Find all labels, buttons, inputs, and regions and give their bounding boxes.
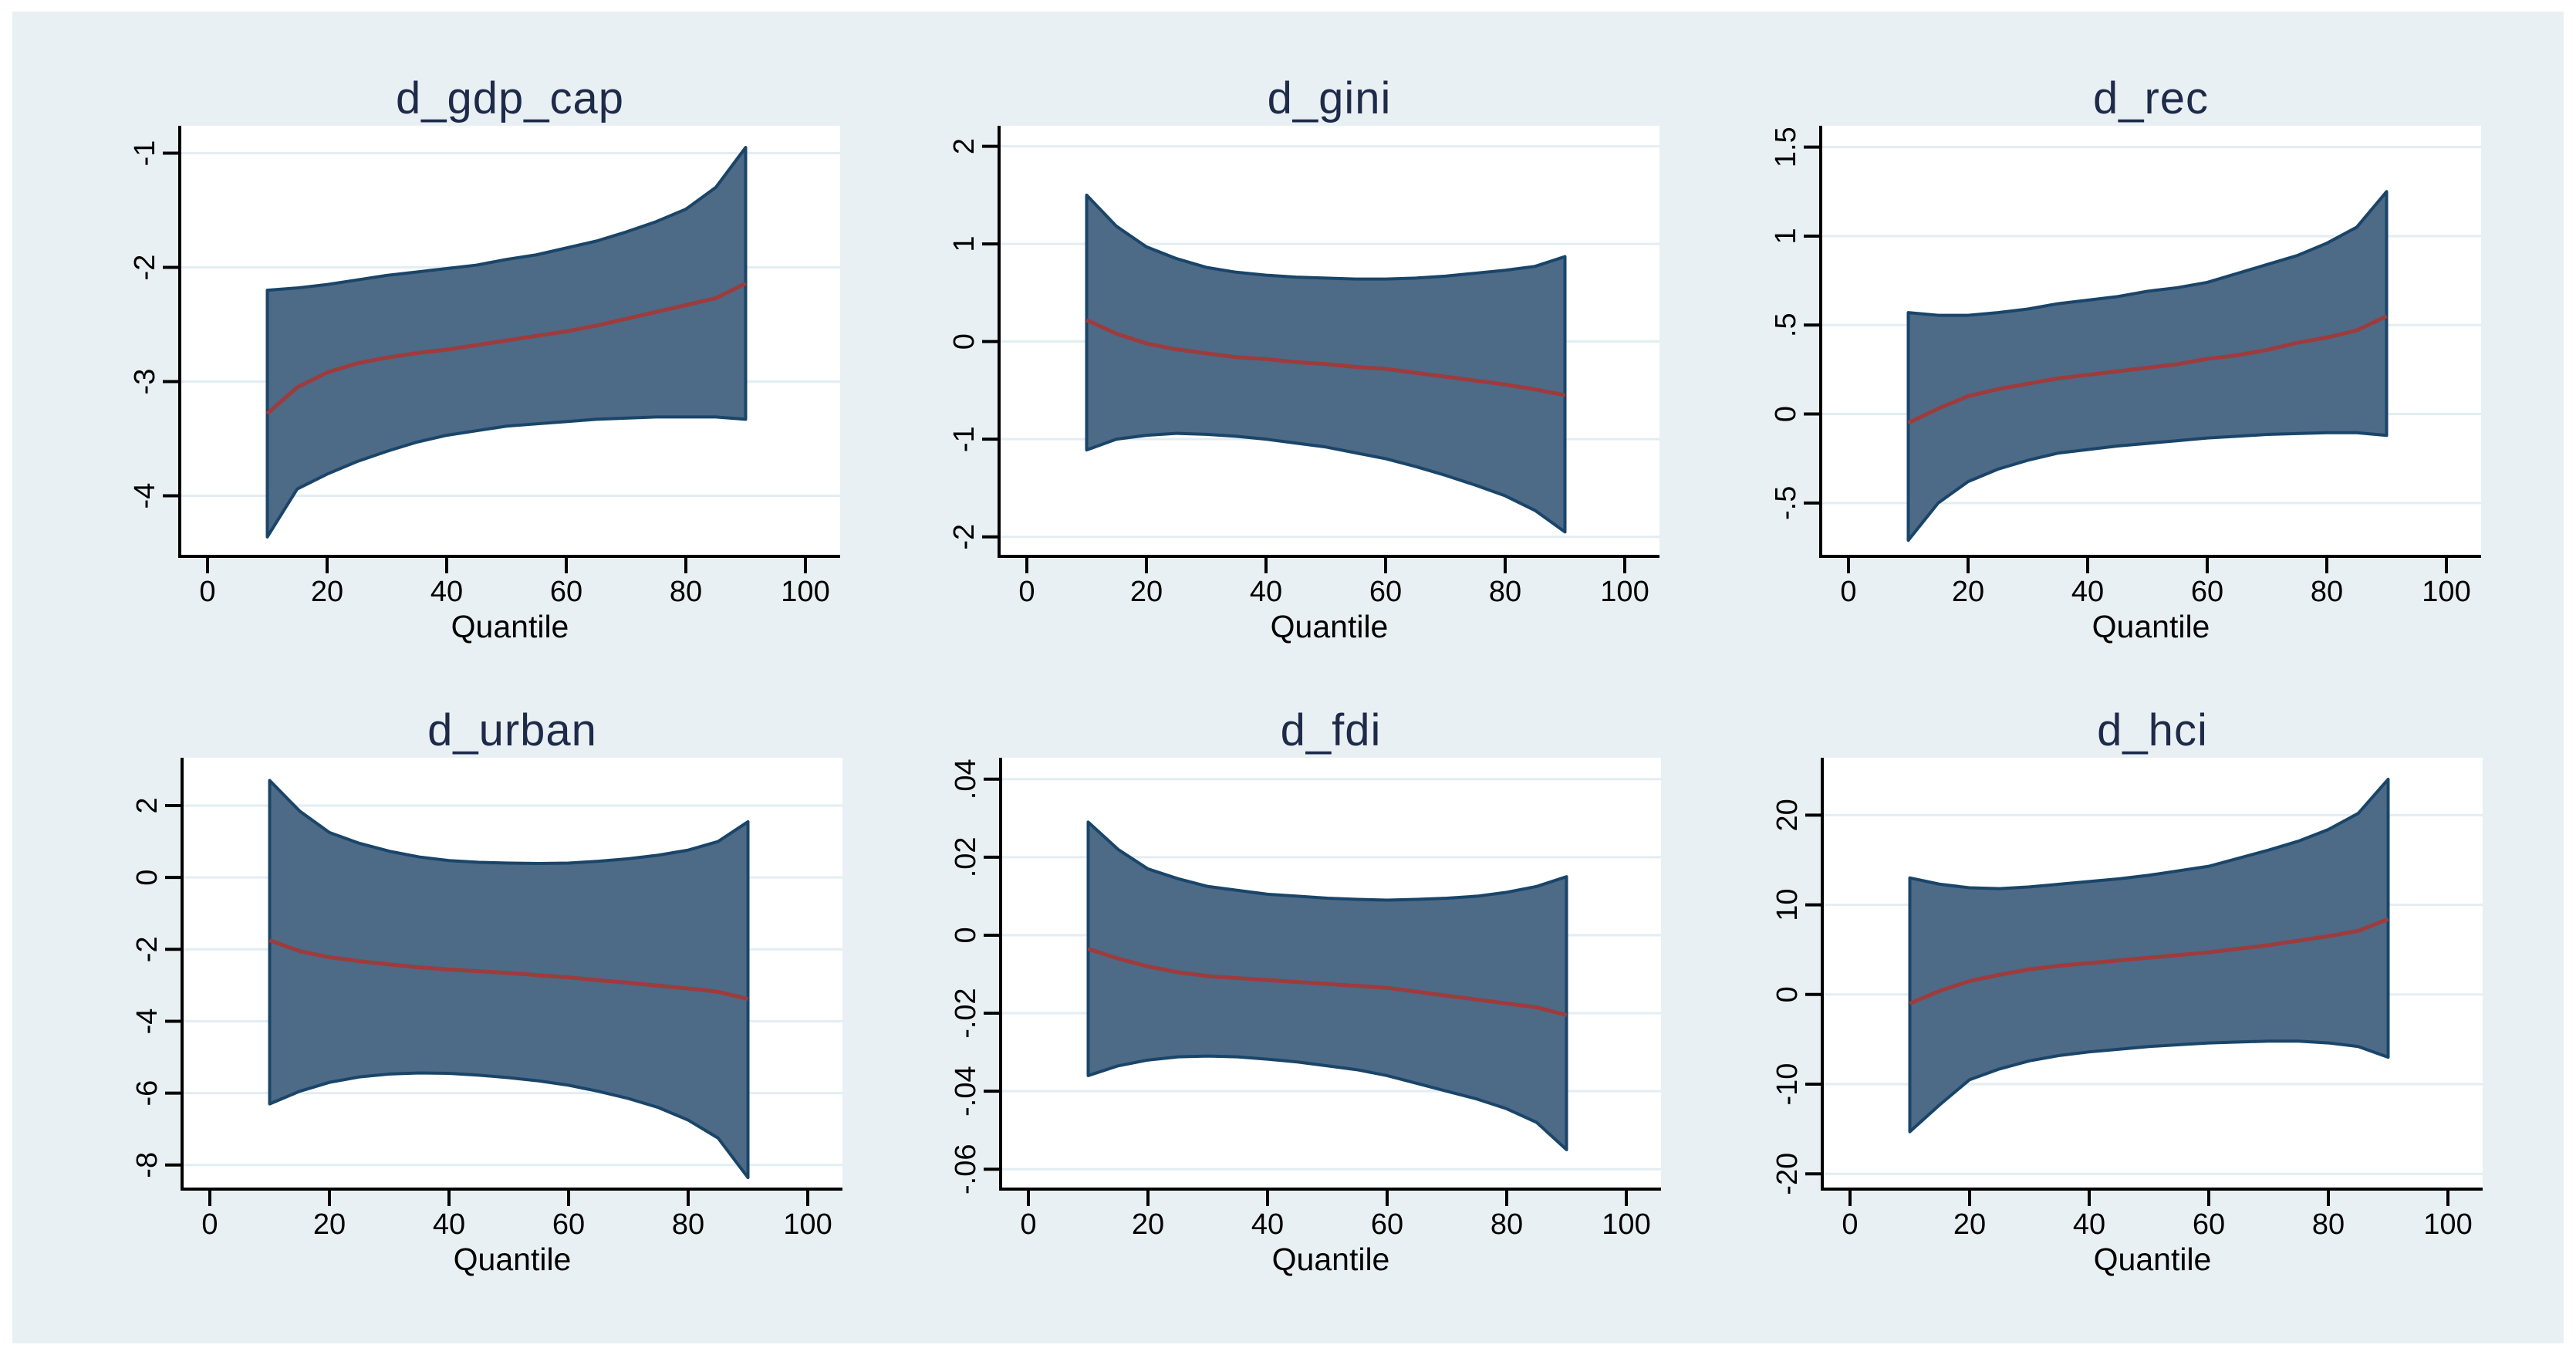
- x-axis-title: Quantile: [451, 609, 569, 644]
- y-tick-label: -2: [131, 936, 164, 962]
- y-tick-label: 1: [948, 236, 981, 252]
- x-tick-label: 20: [1953, 1208, 1986, 1241]
- x-tick-label: 40: [2071, 576, 2104, 608]
- x-tick-label: 40: [433, 1208, 465, 1241]
- y-tick-label: -2: [129, 255, 161, 281]
- x-tick-label: 80: [1489, 576, 1521, 608]
- x-axis-title: Quantile: [1271, 609, 1389, 644]
- x-tick-label: 20: [1952, 576, 1984, 608]
- chart-panel-2: 2 1 0 -1 -2 0 20 40 60 80 100 Quantile d_gini: [948, 73, 1659, 644]
- x-tick-label: 0: [199, 576, 215, 608]
- chart-panel-1: -1 -2 -3 -4 0 20 40 60 80 100 Quantile d_gdp_cap: [129, 73, 840, 644]
- y-tick-label: -3: [129, 369, 161, 395]
- x-tick-label: 100: [2422, 576, 2470, 608]
- y-tick-label: .02: [950, 836, 982, 877]
- x-tick-label: 0: [1842, 1208, 1858, 1241]
- x-tick-label: 20: [313, 1208, 346, 1241]
- coefficient-line: [1085, 318, 1565, 397]
- panel-title: d_gdp_cap: [396, 73, 624, 123]
- panel-title: d_fdi: [1281, 705, 1382, 755]
- y-tick-label: 2: [131, 797, 164, 813]
- x-tick-label: 0: [1018, 576, 1035, 608]
- y-tick-label: -4: [131, 1009, 164, 1035]
- y-tick-label: 0: [1771, 986, 1804, 1002]
- confidence-band: [1908, 777, 2390, 1134]
- y-tick-label: 10: [1771, 888, 1804, 921]
- x-tick-label: 0: [1840, 576, 1856, 608]
- x-tick-label: 20: [311, 576, 343, 608]
- x-tick-label: 60: [1369, 576, 1402, 608]
- x-tick-label: 60: [2193, 1208, 2225, 1241]
- y-tick-label: 0: [948, 333, 981, 350]
- chart-panel-5: .04 .02 0 -.02 -.04 -.06 0 20 40 60 80 100 Quantile d…: [950, 705, 1661, 1277]
- x-tick-label: 80: [672, 1208, 704, 1241]
- y-tick-label: -8: [131, 1152, 164, 1178]
- panel-title: d_rec: [2093, 73, 2209, 123]
- y-tick-label: -10: [1771, 1063, 1804, 1106]
- coefficient-line: [1087, 947, 1568, 1017]
- panel-title: d_urban: [427, 705, 597, 755]
- panel-title: d_hci: [2097, 705, 2208, 755]
- x-tick-label: 20: [1132, 1208, 1164, 1241]
- x-tick-label: 100: [781, 576, 829, 608]
- y-tick-label: -.04: [950, 1066, 982, 1116]
- x-axis-title: Quantile: [454, 1242, 572, 1277]
- x-tick-label: 100: [2423, 1208, 2472, 1241]
- x-tick-label: 80: [1491, 1208, 1523, 1241]
- y-tick-label: 0: [1770, 406, 1802, 422]
- x-tick-label: 20: [1130, 576, 1163, 608]
- x-tick-label: 60: [2191, 576, 2223, 608]
- y-tick-label: -1: [948, 426, 981, 452]
- y-tick-label: -.5: [1770, 486, 1802, 520]
- x-tick-label: 0: [201, 1208, 218, 1241]
- confidence-band: [268, 779, 750, 1180]
- y-tick-label: -4: [129, 483, 161, 509]
- y-tick-label: 20: [1771, 799, 1804, 831]
- x-tick-label: 40: [1251, 1208, 1284, 1241]
- x-axis-title: Quantile: [2094, 1242, 2212, 1277]
- y-tick-label: 2: [948, 138, 981, 154]
- x-tick-label: 60: [550, 576, 582, 608]
- y-tick-label: 1: [1770, 228, 1802, 244]
- coefficient-line: [265, 282, 747, 415]
- x-tick-label: 80: [670, 576, 702, 608]
- coefficient-line: [1909, 917, 2389, 1005]
- y-tick-label: 0: [131, 870, 164, 886]
- x-tick-label: 80: [2311, 576, 2343, 608]
- y-tick-label: 0: [950, 927, 982, 943]
- x-tick-label: 60: [552, 1208, 585, 1241]
- x-tick-label: 60: [1371, 1208, 1403, 1241]
- x-tick-label: 80: [2312, 1208, 2345, 1241]
- y-tick-label: -2: [948, 524, 981, 550]
- panel-title: d_gini: [1268, 73, 1392, 123]
- x-tick-label: 0: [1020, 1208, 1036, 1241]
- confidence-band: [1086, 820, 1568, 1151]
- y-tick-label: -6: [131, 1080, 164, 1107]
- y-tick-label: 1.5: [1770, 127, 1802, 167]
- y-tick-label: .5: [1770, 313, 1802, 337]
- x-tick-label: 40: [430, 576, 463, 608]
- x-axis-title: Quantile: [1272, 1242, 1390, 1277]
- y-tick-label: -.06: [950, 1144, 982, 1194]
- x-tick-label: 40: [2073, 1208, 2105, 1241]
- x-tick-label: 100: [1600, 576, 1649, 608]
- y-tick-label: -.02: [950, 988, 982, 1038]
- y-tick-label: .04: [950, 759, 982, 799]
- coefficient-line: [1907, 314, 2388, 425]
- x-tick-label: 100: [783, 1208, 832, 1241]
- x-tick-label: 40: [1250, 576, 1282, 608]
- coefficient-line: [268, 938, 749, 1002]
- y-tick-label: -1: [129, 140, 161, 167]
- x-tick-label: 100: [1602, 1208, 1650, 1241]
- x-axis-title: Quantile: [2092, 609, 2210, 644]
- y-tick-label: -20: [1771, 1153, 1804, 1195]
